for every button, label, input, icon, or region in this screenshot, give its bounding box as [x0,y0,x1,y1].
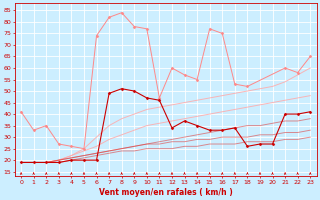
X-axis label: Vent moyen/en rafales ( km/h ): Vent moyen/en rafales ( km/h ) [99,188,233,197]
